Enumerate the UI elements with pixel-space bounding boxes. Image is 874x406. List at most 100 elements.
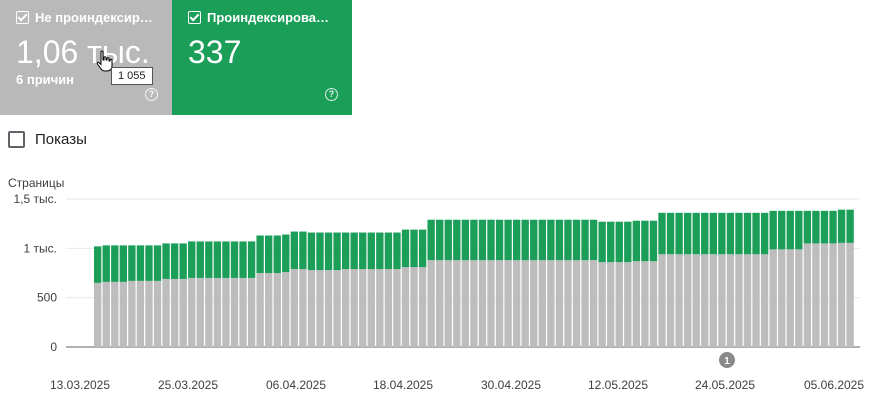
bar-indexed xyxy=(196,241,204,278)
bar-indexed xyxy=(803,210,812,244)
bar-not-indexed xyxy=(470,260,478,347)
bar-not-indexed xyxy=(675,254,683,347)
bar-indexed xyxy=(367,232,375,270)
bar-indexed xyxy=(230,241,239,278)
indexed-value: 337 xyxy=(188,34,242,70)
bar-indexed xyxy=(512,219,521,261)
bar-not-indexed xyxy=(726,254,735,347)
bar-not-indexed xyxy=(111,281,119,347)
bar-indexed xyxy=(649,220,658,262)
bar-indexed xyxy=(555,219,564,261)
bar-indexed xyxy=(495,219,504,261)
bar-not-indexed xyxy=(760,254,769,347)
x-tick-label: 24.05.2025 xyxy=(695,378,755,392)
not-indexed-value: 1,06 тыс. xyxy=(16,34,150,70)
bar-not-indexed xyxy=(846,242,854,347)
tooltip: 1 055 xyxy=(111,67,153,85)
x-tick-label: 06.04.2025 xyxy=(266,378,326,392)
x-tick-label: 25.03.2025 xyxy=(158,378,218,392)
bar-indexed xyxy=(735,212,743,255)
bar-indexed xyxy=(350,232,358,270)
bar-indexed xyxy=(247,241,256,278)
indexing-chart: 0 500 1 тыс. 1,5 тыс. 13.03.2025 25.03.2025 06… xyxy=(14,192,865,392)
bar-not-indexed xyxy=(307,270,316,347)
impressions-toggle[interactable]: Показы xyxy=(8,131,87,148)
bar-not-indexed xyxy=(196,277,204,347)
bar-indexed xyxy=(837,209,846,243)
bar-indexed xyxy=(683,212,692,255)
x-tick-label: 18.04.2025 xyxy=(373,378,433,392)
bar-not-indexed xyxy=(658,254,666,347)
bar-indexed xyxy=(393,232,401,270)
bar-indexed xyxy=(205,241,213,278)
bar-not-indexed xyxy=(350,269,358,347)
annotation-label: 1 xyxy=(724,356,730,367)
bar-indexed xyxy=(487,219,495,261)
bar-indexed xyxy=(119,245,128,282)
bar-not-indexed xyxy=(341,269,350,347)
bar-not-indexed xyxy=(555,260,564,347)
bar-not-indexed xyxy=(718,254,726,347)
bar-not-indexed xyxy=(589,260,598,347)
bar-not-indexed xyxy=(162,278,170,347)
bar-not-indexed xyxy=(504,260,512,347)
bar-indexed xyxy=(436,219,444,261)
bar-indexed xyxy=(666,212,675,255)
bar-indexed xyxy=(102,245,110,282)
checkbox-unchecked-icon[interactable] xyxy=(8,131,25,148)
bar-indexed xyxy=(547,219,555,261)
bar-not-indexed xyxy=(786,249,794,347)
bar-not-indexed xyxy=(188,277,196,347)
bar-indexed xyxy=(324,232,333,271)
bar-indexed xyxy=(572,219,581,261)
bar-indexed xyxy=(341,232,350,270)
bar-indexed xyxy=(453,219,461,261)
bar-indexed xyxy=(128,245,136,281)
bar-not-indexed xyxy=(641,261,649,347)
bar-not-indexed xyxy=(530,260,538,347)
bar-not-indexed xyxy=(564,260,572,347)
bar-indexed xyxy=(444,219,452,261)
bar-not-indexed xyxy=(769,249,777,347)
checkbox-checked-icon[interactable] xyxy=(188,11,201,24)
bar-indexed xyxy=(299,231,307,270)
help-icon[interactable]: ? xyxy=(325,88,338,101)
bar-indexed xyxy=(581,219,589,261)
bar-indexed xyxy=(384,232,393,270)
bar-indexed xyxy=(290,231,299,270)
annotation-marker xyxy=(719,352,735,368)
x-tick-label: 30.04.2025 xyxy=(481,378,541,392)
bar-not-indexed xyxy=(692,254,700,347)
bar-not-indexed xyxy=(735,254,743,347)
y-tick-label: 1,5 тыс. xyxy=(14,192,57,206)
bar-not-indexed xyxy=(247,277,256,347)
bar-indexed xyxy=(615,221,623,263)
bar-indexed xyxy=(316,232,324,271)
bar-not-indexed xyxy=(607,262,615,347)
bar-indexed xyxy=(607,221,615,263)
bar-not-indexed xyxy=(812,243,820,347)
not-indexed-card[interactable]: Не проиндексир… 1,06 тыс. 6 причин ? xyxy=(0,0,172,115)
bar-not-indexed xyxy=(119,281,128,347)
bar-indexed xyxy=(282,234,290,273)
bar-indexed xyxy=(701,212,709,255)
bar-not-indexed xyxy=(683,254,692,347)
bar-not-indexed xyxy=(393,269,401,347)
bar-indexed xyxy=(427,219,435,261)
bar-indexed xyxy=(145,245,153,281)
bar-indexed xyxy=(538,219,546,261)
checkbox-checked-icon[interactable] xyxy=(16,11,29,24)
bar-not-indexed xyxy=(239,277,247,347)
help-icon[interactable]: ? xyxy=(145,88,158,101)
indexed-card[interactable]: Проиндексирова… 337 ? xyxy=(172,0,352,115)
impressions-label: Показы xyxy=(35,131,87,148)
bar-not-indexed xyxy=(427,260,435,347)
bar-not-indexed xyxy=(521,260,529,347)
not-indexed-reasons[interactable]: 6 причин xyxy=(16,72,75,87)
x-tick-label: 12.05.2025 xyxy=(588,378,648,392)
bar-indexed xyxy=(111,245,119,282)
bar-not-indexed xyxy=(136,280,145,347)
bar-not-indexed xyxy=(410,267,418,347)
bar-not-indexed xyxy=(170,278,179,347)
bar-indexed xyxy=(795,210,803,250)
